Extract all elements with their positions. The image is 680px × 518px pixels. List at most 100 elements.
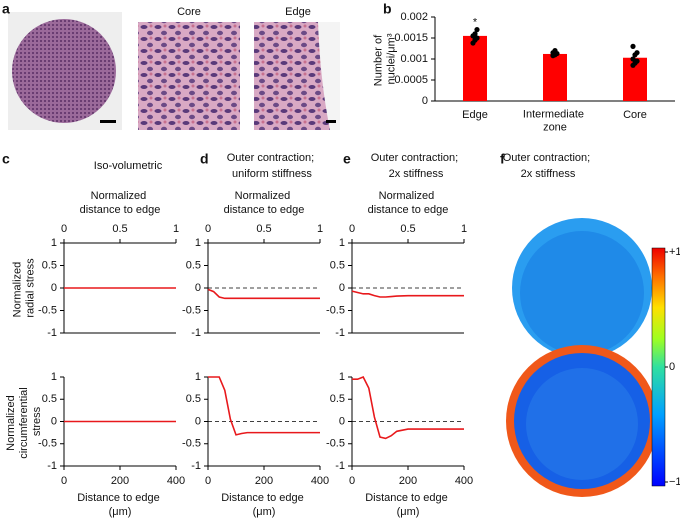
y-tick-label: 0 <box>422 95 428 107</box>
y-tick-label: 0.5 <box>42 393 57 405</box>
colorbar <box>651 247 666 487</box>
y-tick-label: 0.002 <box>400 11 428 23</box>
y-tick-label: 0.5 <box>186 393 201 405</box>
x-tick-label: 0 <box>349 475 355 487</box>
y-tick-label: -0.5 <box>326 438 345 450</box>
colorbar-tick-label: −1 <box>669 476 680 488</box>
y-tick-label: 1 <box>51 237 57 249</box>
y-tick-label: 0.5 <box>330 259 345 271</box>
panel-label: c <box>2 151 10 167</box>
y-tick-label: -1 <box>191 460 201 472</box>
bar <box>543 53 567 101</box>
x2-tick-label: 1 <box>461 223 467 235</box>
y-tick-label: -0.5 <box>182 304 201 316</box>
y-tick-label: 0.0005 <box>394 74 428 86</box>
y-tick-label: 1 <box>339 371 345 383</box>
x-tick-label: 400 <box>311 475 329 487</box>
x2-tick-label: 0.5 <box>112 223 127 235</box>
subplot-title: Outer contraction; 2x stiffness <box>503 152 594 180</box>
y-tick-label: -1 <box>191 327 201 339</box>
y-tick-label: -1 <box>47 460 57 472</box>
x2-tick-label: 1 <box>173 223 179 235</box>
line <box>352 375 464 440</box>
scale-bar <box>100 120 116 123</box>
spheroid-image <box>12 19 116 123</box>
y-axis-label: Number of nuclei/μm³ <box>372 32 397 86</box>
subplot-title: Outer contraction; uniform stiffness <box>227 152 318 180</box>
image-label: Edge <box>285 6 311 18</box>
y-tick-label: -1 <box>47 327 57 339</box>
disc-inner <box>526 368 638 480</box>
y-axis-label: Normalized circumferential stress <box>5 384 43 459</box>
y-tick-label: -0.5 <box>326 304 345 316</box>
colorbar-tick-label: +1 <box>669 246 680 258</box>
x2-axis-label: Normalized distance to edge <box>224 190 305 216</box>
y-tick-label: 1 <box>51 371 57 383</box>
y-tick-label: 0 <box>195 415 201 427</box>
x-tick-label: 0 <box>205 475 211 487</box>
x-tick-label: 400 <box>167 475 185 487</box>
panel-label: a <box>2 1 10 17</box>
data-point <box>634 58 640 64</box>
data-point <box>552 48 558 54</box>
y-tick-label: 1 <box>195 237 201 249</box>
data-point <box>630 43 636 50</box>
y-tick-label: -1 <box>335 460 345 472</box>
subplot-title: Outer contraction; 2x stiffness <box>371 152 462 180</box>
data-point <box>634 50 640 56</box>
x-tick-label: 400 <box>455 475 473 487</box>
y-tick-label: 1 <box>195 371 201 383</box>
panel-label: f <box>500 151 505 167</box>
x-tick-label: 200 <box>399 475 417 487</box>
panel-label: d <box>200 151 209 167</box>
data-point <box>630 56 636 62</box>
y-tick-label: 0.5 <box>330 393 345 405</box>
y-tick-label: -0.5 <box>38 438 57 450</box>
y-tick-label: 0.5 <box>186 259 201 271</box>
x-tick-label: Intermediate zone <box>523 108 587 133</box>
y-tick-label: -1 <box>335 327 345 339</box>
scale-bar <box>326 120 336 123</box>
data-point <box>474 27 480 33</box>
x-tick-label: Core <box>623 109 647 121</box>
data-point <box>474 35 480 41</box>
y-tick-label: 1 <box>339 237 345 249</box>
data-point <box>472 31 478 37</box>
x2-tick-label: 0.5 <box>400 223 415 235</box>
y-axis-label: Normalized radial stress <box>11 258 36 318</box>
y-tick-label: 0 <box>195 282 201 294</box>
y-tick-label: -0.5 <box>38 304 57 316</box>
x-tick-label: Edge <box>462 109 488 121</box>
x2-axis-label: Normalized distance to edge <box>368 190 449 216</box>
line <box>207 288 320 300</box>
disc-inner <box>520 231 644 355</box>
line <box>208 376 320 436</box>
y-tick-label: 0.001 <box>400 53 428 65</box>
x2-axis-label: Normalized distance to edge <box>80 190 161 216</box>
x2-tick-label: 0.5 <box>256 223 271 235</box>
annotation: * <box>473 17 478 29</box>
subplot-title: Iso-volumetric <box>94 160 163 172</box>
x2-tick-label: 0 <box>205 223 211 235</box>
y-tick-label: 0 <box>339 415 345 427</box>
core-image <box>138 22 240 130</box>
y-tick-label: 0 <box>339 282 345 294</box>
panel-label: e <box>343 151 351 167</box>
line <box>351 290 464 298</box>
bar <box>463 35 487 101</box>
x-axis-label: Distance to edge (μm) <box>221 492 307 518</box>
x-axis-label: Distance to edge (μm) <box>365 492 451 518</box>
image-label: Core <box>177 6 201 18</box>
x2-tick-label: 0 <box>349 223 355 235</box>
y-tick-label: 0 <box>51 282 57 294</box>
x2-tick-label: 1 <box>317 223 323 235</box>
y-tick-label: 0.5 <box>42 259 57 271</box>
y-tick-label: -0.5 <box>182 438 201 450</box>
x-tick-label: 0 <box>61 475 67 487</box>
x-tick-label: 200 <box>111 475 129 487</box>
x2-tick-label: 0 <box>61 223 67 235</box>
x-axis-label: Distance to edge (μm) <box>77 492 163 518</box>
colorbar-tick-label: 0 <box>669 361 675 373</box>
y-tick-label: 0 <box>51 415 57 427</box>
